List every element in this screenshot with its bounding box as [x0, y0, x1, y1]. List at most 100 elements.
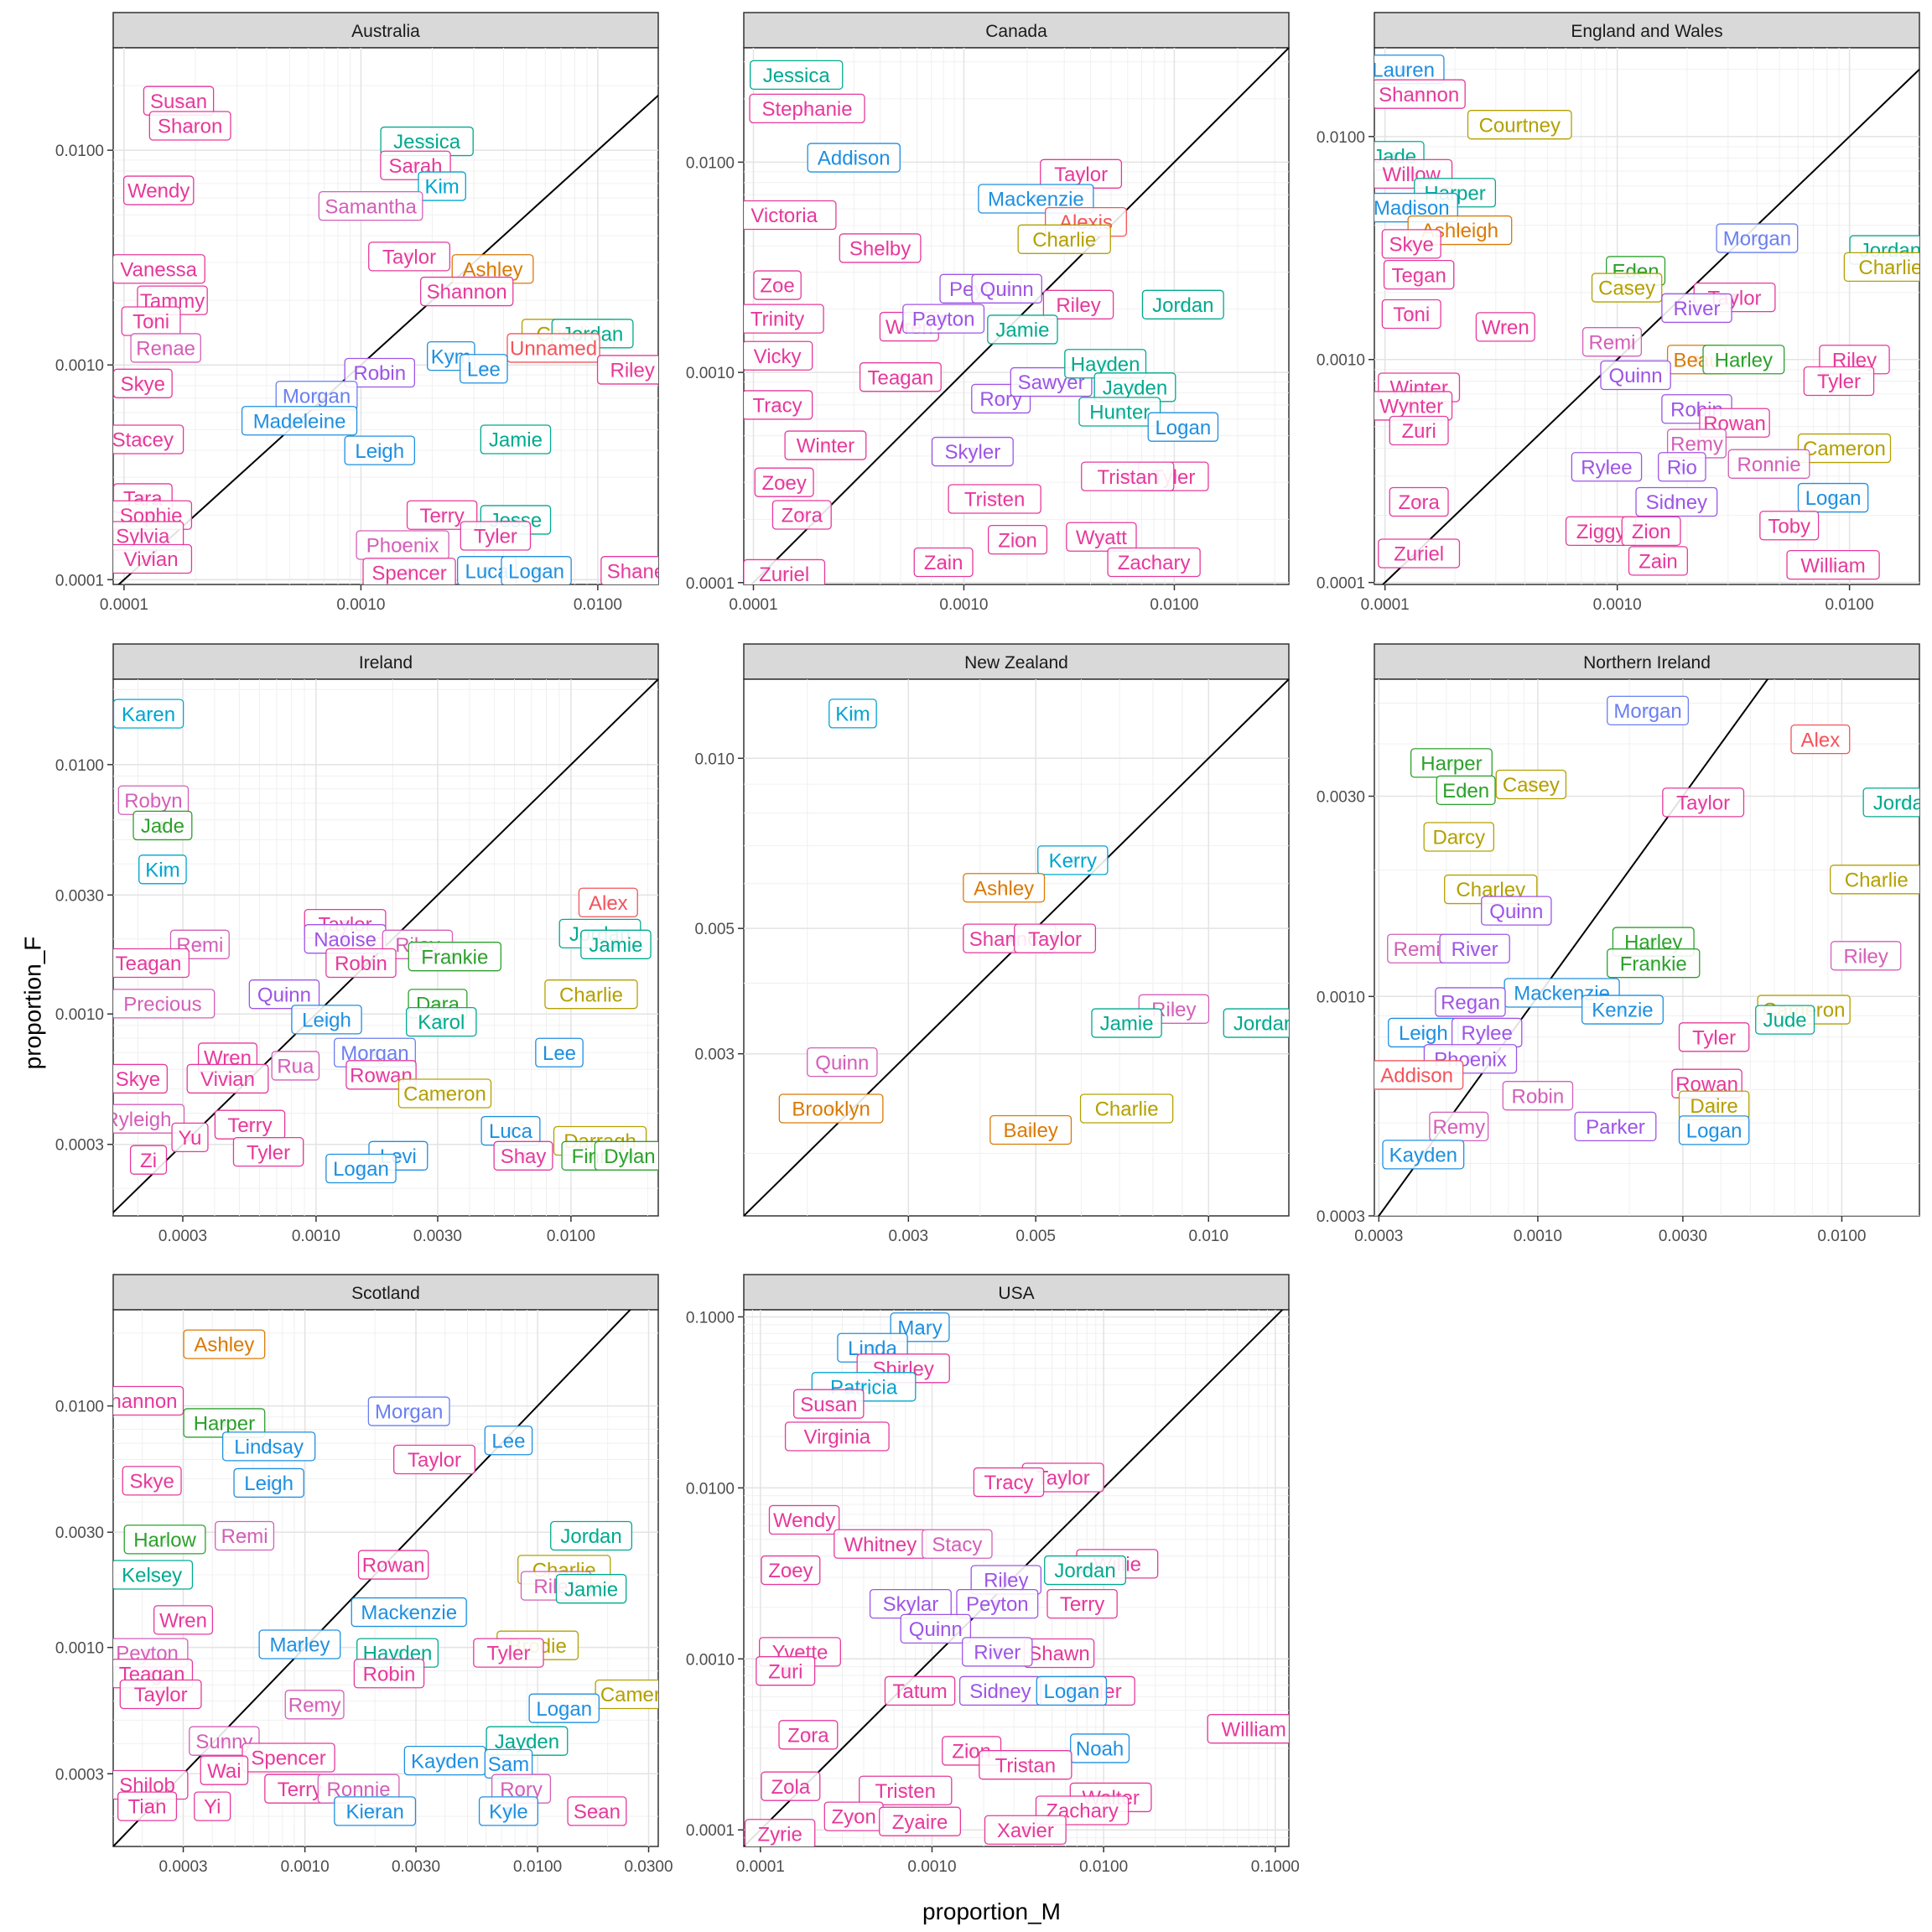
label-box — [1389, 486, 1449, 517]
name-label-sam: Sam — [484, 1748, 533, 1779]
label-text: Unnamed — [510, 338, 597, 361]
name-label-logan: Logan — [528, 1693, 600, 1723]
label-box — [979, 1750, 1072, 1780]
name-label-marley: Marley — [258, 1629, 341, 1659]
label-text: Riley — [1056, 294, 1100, 317]
label-box — [913, 547, 974, 578]
label-box — [1830, 865, 1919, 895]
label-text: Wynter — [1379, 396, 1443, 418]
label-box — [839, 233, 922, 263]
label-text: Frankie — [1620, 953, 1687, 975]
name-label-wynter: Wynter — [1374, 391, 1453, 421]
label-box — [1790, 724, 1851, 755]
facet-strip — [112, 12, 659, 49]
label-box — [1591, 273, 1663, 303]
name-label-leigh: Leigh — [1388, 1017, 1459, 1048]
label-text: Toni — [132, 311, 169, 334]
label-text: Tian — [128, 1796, 167, 1819]
name-label-sharon: Sharon — [148, 111, 231, 141]
name-label-shannon: Shannon — [1374, 79, 1466, 109]
label-box — [578, 887, 638, 917]
name-label-rylee: Rylee — [1451, 1017, 1523, 1048]
name-label-zain: Zain — [913, 547, 974, 578]
name-label-zyaire: Zyaire — [879, 1806, 962, 1836]
label-text: Logan — [1686, 1119, 1742, 1142]
y-axis-title: proportion_F — [19, 936, 46, 1070]
label-text: Kenzie — [1592, 1000, 1653, 1022]
label-text: Shelby — [849, 238, 911, 261]
label-box — [1755, 1005, 1815, 1035]
name-label-william: William — [1207, 1714, 1289, 1744]
facet-title: Australia — [351, 22, 420, 41]
name-label-terry: Terry — [214, 1109, 286, 1140]
label-text: Jamie — [489, 429, 543, 452]
name-label-taylor: Taylor — [1014, 923, 1097, 953]
label-text: Shannon — [1379, 84, 1459, 106]
label-text: Zuri — [768, 1660, 802, 1683]
name-label-tian: Tian — [117, 1791, 178, 1821]
x-tick-label: 0.0030 — [1659, 1228, 1707, 1245]
label-box — [113, 543, 193, 574]
label-box — [879, 1806, 962, 1836]
name-label-tristen: Tristen — [859, 1775, 953, 1805]
name-label-tristan: Tristan — [1081, 461, 1175, 491]
label-box — [535, 1037, 584, 1067]
label-text: Riley — [610, 360, 654, 382]
label-box — [506, 333, 600, 363]
name-label-naoise: Naoise — [304, 924, 387, 954]
label-box — [271, 1051, 320, 1081]
name-label-zyrie: Zyrie — [744, 1819, 816, 1846]
y-tick-label: 0.0100 — [686, 1480, 735, 1498]
name-label-ziggy: Ziggy — [1565, 516, 1637, 547]
label-box — [221, 1431, 316, 1462]
name-label-shannon: Shannon — [113, 1385, 184, 1416]
label-text: Teagan — [868, 366, 934, 389]
label-box — [594, 1140, 658, 1171]
label-text: Hunter — [1089, 402, 1150, 424]
name-label-spencer: Spencer — [242, 1742, 335, 1773]
name-label-kerry: Kerry — [1037, 845, 1109, 875]
name-label-alex: Alex — [1790, 724, 1851, 755]
name-label-stacey: Stacey — [113, 424, 184, 454]
label-box — [122, 1466, 182, 1496]
label-box — [1081, 461, 1175, 491]
label-text: Brooklyn — [792, 1098, 870, 1121]
name-label-tyler: Tyler — [232, 1136, 304, 1167]
y-tick-label: 0.0010 — [686, 1651, 735, 1669]
label-text: Tyler — [474, 526, 517, 548]
label-box — [123, 1524, 206, 1555]
label-box — [183, 1329, 266, 1359]
label-text: William — [1222, 1718, 1286, 1741]
label-box — [484, 1426, 533, 1456]
y-tick-label: 0.0003 — [55, 1137, 104, 1155]
label-box — [1571, 452, 1643, 482]
label-text: Harley — [1715, 349, 1773, 371]
name-label-leigh: Leigh — [344, 435, 416, 465]
name-label-jamie: Jamie — [987, 314, 1058, 345]
y-tick-label: 0.0010 — [1317, 352, 1365, 370]
label-text: Morgan — [283, 385, 351, 408]
facet-title: Canada — [985, 22, 1047, 41]
name-label-lee: Lee — [535, 1037, 584, 1067]
label-box — [1600, 360, 1671, 391]
x-tick-label: 0.1000 — [1251, 1858, 1300, 1876]
label-box — [1382, 1140, 1465, 1170]
label-text: Robin — [363, 1663, 416, 1685]
name-label-hayden: Hayden — [1064, 349, 1147, 379]
name-label-skylar: Skylar — [869, 1588, 952, 1619]
label-box — [550, 1520, 633, 1551]
x-axis-title: proportion_M — [922, 1898, 1061, 1924]
label-text: Naoise — [314, 928, 377, 951]
facet-strip — [112, 1274, 659, 1311]
label-text: Madeleine — [253, 410, 346, 433]
label-text: Charlie — [1095, 1098, 1159, 1121]
name-label-morgan: Morgan — [1607, 695, 1690, 726]
label-box — [113, 948, 190, 979]
label-text: Tristan — [1098, 466, 1158, 489]
label-box — [258, 1629, 341, 1659]
label-box — [1574, 1111, 1657, 1142]
label-text: Kieran — [345, 1801, 403, 1824]
label-text: Samantha — [325, 195, 417, 218]
label-box — [744, 200, 837, 231]
name-label-taylor: Taylor — [1040, 158, 1123, 189]
